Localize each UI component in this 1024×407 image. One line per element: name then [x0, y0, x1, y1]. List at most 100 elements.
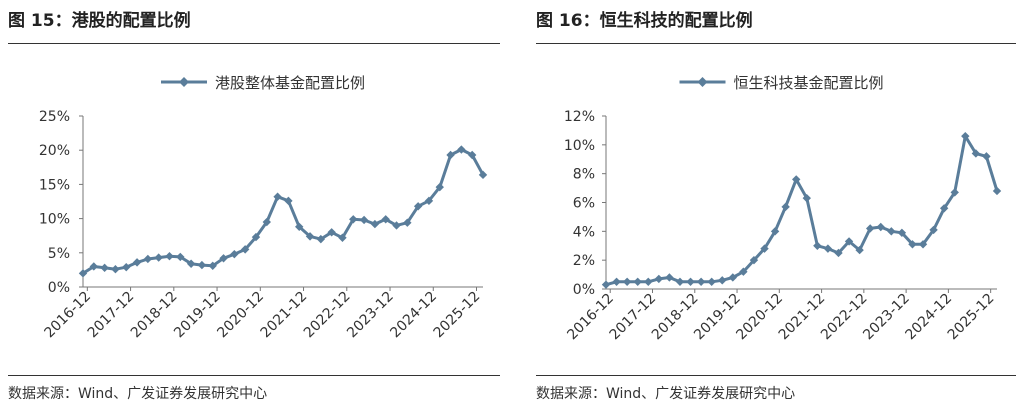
data-point-marker [622, 277, 632, 286]
chart-panel-left: 图 15：港股的配置比例 0% 5% 10% 15% 20% 25% 2016-12 2017… [0, 0, 508, 407]
figure-title: 图 15：港股的配置比例 [8, 11, 191, 31]
data-point-marker [100, 263, 109, 273]
data-point-marker [381, 215, 390, 224]
legend-marker-swatch [179, 77, 189, 87]
y-tick-label: 25% [39, 109, 70, 125]
x-tick-label: 2025-12 [431, 289, 484, 342]
data-point-marker [686, 277, 695, 286]
x-tick-label: 2019-12 [171, 289, 224, 342]
data-point-marker [844, 237, 854, 246]
data-point-marker [792, 175, 801, 184]
data-point-marker [435, 182, 444, 192]
data-point-marker [197, 260, 207, 270]
data-point-marker [823, 244, 833, 253]
data-point-marker [132, 258, 142, 267]
data-point-marker [865, 224, 875, 233]
y-tick-label: 12% [564, 109, 595, 125]
data-point-marker [950, 188, 959, 197]
data-point-marker [305, 232, 315, 241]
data-point-marker [612, 277, 621, 286]
x-tick-label: 2024-12 [387, 289, 440, 342]
data-point-marker [240, 245, 250, 254]
data-point-marker [349, 215, 358, 224]
data-point-marker [208, 261, 217, 270]
y-tick-label: 2% [573, 253, 595, 269]
data-point-marker [887, 227, 896, 236]
data-point-marker [675, 277, 685, 286]
y-tick-label: 4% [573, 224, 595, 240]
x-tick-label: 2020-12 [214, 289, 267, 342]
figure-title: 图 16：恒生科技的配置比例 [536, 11, 753, 31]
data-point-marker [111, 265, 120, 274]
legend-label: 恒生科技基金配置比例 [734, 74, 884, 92]
source-note: 数据来源：Wind、广发证券发展研究中心 [536, 386, 796, 402]
x-tick-label: 2016-12 [41, 289, 94, 342]
data-point-marker [262, 217, 271, 227]
data-point-marker [929, 225, 938, 235]
data-point-marker [143, 254, 153, 264]
data-point-marker [876, 222, 885, 232]
data-point-marker [665, 273, 674, 282]
y-tick-label: 15% [39, 177, 70, 193]
y-tick-label: 10% [564, 138, 595, 154]
y-tick-label: 0% [48, 280, 70, 296]
y-tick-label: 8% [573, 167, 595, 183]
data-point-marker [165, 252, 174, 261]
data-point-marker [327, 228, 336, 237]
y-tick-label: 20% [39, 143, 70, 159]
data-point-marker [78, 269, 88, 278]
line-chart: 0%2%4%6%8%10%12%2016-122017-122018-12201… [564, 74, 1002, 343]
data-point-marker [718, 276, 727, 285]
legend-label: 港股整体基金配置比例 [215, 74, 365, 92]
source-note: 数据来源：Wind、广发证券发展研究中心 [8, 386, 268, 402]
data-point-marker [413, 202, 423, 211]
data-point-marker [781, 202, 790, 212]
data-point-marker [251, 232, 261, 242]
top-rule [536, 43, 1016, 44]
y-tick-label: 10% [39, 212, 70, 228]
y-tick-label: 0% [573, 282, 595, 298]
line-chart: 0% 5% 10% 15% 20% 25% 2016-122017-122018-12201… [39, 74, 488, 342]
chart-panel-right: 图 16：恒生科技的配置比例 0% 2% 4% 6% 8% 10% 12% 2016-12 20… [528, 0, 1024, 407]
data-point-marker [802, 193, 811, 203]
data-point-marker [654, 274, 664, 284]
data-point-marker [403, 218, 412, 227]
series-line [605, 134, 999, 287]
y-tick-label: 6% [573, 196, 595, 212]
data-point-marker [284, 196, 293, 206]
data-point-marker [644, 277, 653, 286]
bottom-rule [8, 375, 500, 376]
data-point-marker [122, 262, 131, 272]
data-point-marker [370, 219, 380, 229]
data-point-marker [186, 259, 196, 268]
top-rule [8, 43, 500, 44]
x-tick-label: 2022-12 [301, 289, 354, 342]
data-point-marker [392, 221, 401, 230]
data-point-marker [707, 277, 716, 286]
data-point-marker [633, 277, 642, 286]
series-line [82, 148, 485, 275]
data-point-marker [446, 150, 455, 160]
data-point-marker [424, 196, 434, 206]
data-point-marker [154, 253, 163, 262]
x-tick-label: 2017-12 [85, 289, 138, 342]
data-point-marker [273, 192, 282, 201]
data-point-marker [601, 280, 611, 289]
legend-marker-swatch [697, 77, 708, 87]
data-point-marker [813, 241, 822, 250]
data-point-marker [295, 222, 304, 232]
data-point-marker [696, 277, 706, 286]
data-point-marker [176, 252, 185, 262]
data-point-marker [908, 240, 917, 249]
data-point-marker [338, 233, 347, 242]
data-point-marker [316, 234, 326, 244]
data-point-marker [971, 149, 981, 158]
data-point-marker [982, 152, 991, 161]
x-tick-label: 2021-12 [258, 289, 311, 342]
data-point-marker [219, 254, 228, 263]
data-point-marker [992, 186, 1002, 196]
data-point-marker [359, 215, 369, 225]
data-point-marker [467, 150, 477, 160]
y-tick-label: 5% [48, 246, 70, 262]
data-point-marker [89, 262, 99, 271]
